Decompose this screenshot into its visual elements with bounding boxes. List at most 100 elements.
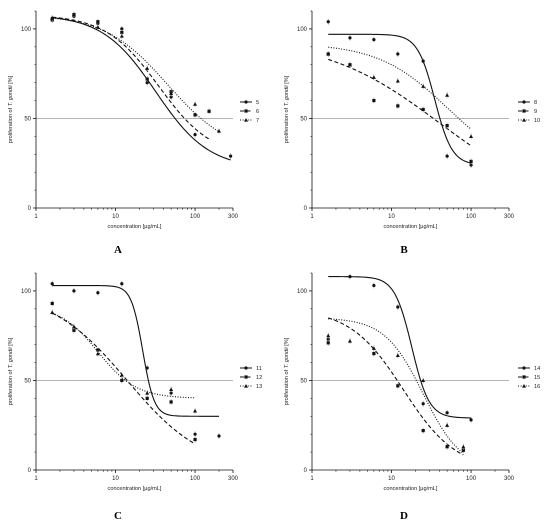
- panel-label-a: A: [114, 244, 122, 256]
- fit-curve-6: [52, 16, 210, 140]
- x-tick-label: 1: [34, 214, 38, 220]
- data-point-8: [348, 36, 352, 40]
- x-tick-label: 300: [228, 476, 239, 482]
- legend-marker-6: [244, 109, 248, 113]
- data-point-11: [72, 289, 76, 293]
- data-point-12: [169, 400, 173, 404]
- x-tick-label: 100: [190, 476, 201, 482]
- data-point-16: [445, 423, 450, 427]
- data-point-7: [50, 16, 55, 20]
- fit-curve-16: [328, 318, 464, 454]
- y-axis-label-part: [%]: [284, 337, 290, 347]
- y-tick-label: 50: [24, 116, 31, 122]
- y-tick-label: 0: [304, 206, 308, 212]
- data-point-16: [371, 346, 376, 350]
- data-point-6: [193, 113, 197, 117]
- x-tick-label: 100: [466, 214, 477, 220]
- y-axis-label-part: [%]: [284, 75, 290, 85]
- data-point-12: [193, 437, 197, 442]
- legend-label-5: 5: [256, 100, 259, 106]
- data-point-10: [469, 134, 474, 138]
- data-point-5: [169, 95, 173, 99]
- legend-label-15: 15: [534, 375, 540, 381]
- data-point-11: [193, 432, 197, 436]
- y-axis-label: proliferation of T. gondii [%]: [284, 75, 290, 143]
- x-tick-label: 10: [112, 214, 119, 220]
- y-tick-label: 100: [21, 289, 32, 295]
- data-point-12: [96, 348, 100, 352]
- data-point-13: [50, 310, 55, 314]
- data-point-7: [95, 25, 100, 29]
- legend-marker-11: [244, 366, 248, 370]
- data-point-7: [145, 66, 150, 70]
- x-tick-label: 10: [112, 476, 119, 482]
- x-axis-label: concentration [µg/mL]: [108, 486, 162, 492]
- legend-marker-7: [244, 118, 248, 122]
- data-point-5: [145, 81, 149, 85]
- data-point-14: [348, 274, 352, 279]
- chart-panel-a: 0 50 100 1 10 100 300 concentration [µg/mL] prol…: [8, 10, 259, 256]
- data-point-15: [326, 341, 330, 345]
- data-point-6: [120, 30, 124, 35]
- legend-label-16: 16: [534, 384, 540, 390]
- data-point-11: [96, 291, 100, 295]
- data-point-15: [421, 429, 425, 433]
- chart-panel-b: 0 50 100 1 10 100 300 concentration [µg/mL] prol…: [284, 10, 540, 256]
- panel-label-c: C: [114, 510, 122, 522]
- y-axis-label-part: T. gondii: [8, 347, 14, 369]
- x-tick-label: 100: [190, 214, 201, 220]
- legend-label-11: 11: [256, 366, 262, 372]
- x-axis-label: concentration [µg/mL]: [384, 224, 438, 230]
- legend-marker-10: [522, 118, 526, 122]
- x-tick-label: 1: [310, 214, 314, 220]
- data-point-13: [193, 408, 198, 413]
- data-point-6: [207, 109, 211, 113]
- data-point-14: [326, 337, 330, 341]
- data-point-12: [120, 378, 124, 383]
- x-tick-label: 10: [388, 214, 395, 220]
- legend-label-7: 7: [256, 118, 259, 124]
- y-tick-label: 100: [21, 27, 32, 33]
- data-point-9: [445, 124, 449, 128]
- data-point-9: [469, 159, 473, 164]
- fit-curve-10: [328, 46, 472, 130]
- data-point-14: [396, 305, 400, 309]
- x-tick-label: 1: [34, 476, 38, 482]
- y-axis-label-part: T. gondii: [8, 85, 14, 107]
- y-axis-label-part: T. gondii: [284, 347, 290, 369]
- data-point-11: [217, 434, 221, 438]
- x-tick-label: 300: [504, 214, 515, 220]
- fit-curve-15: [328, 317, 464, 456]
- fit-curve-14: [328, 276, 472, 419]
- data-point-16: [395, 353, 400, 357]
- data-point-8: [326, 20, 330, 24]
- y-axis-label-part: T. gondii: [284, 85, 290, 107]
- data-point-15: [396, 384, 400, 388]
- data-point-9: [372, 98, 376, 103]
- data-point-9: [396, 104, 400, 108]
- data-point-16: [461, 444, 466, 449]
- data-point-15: [372, 351, 376, 356]
- data-point-10: [421, 84, 426, 88]
- data-point-10: [371, 75, 376, 79]
- panel-label-b: B: [400, 244, 408, 256]
- fit-curve-7: [52, 17, 220, 133]
- legend-marker-15: [522, 375, 526, 379]
- data-point-12: [145, 396, 149, 400]
- data-point-13: [119, 373, 124, 377]
- y-tick-label: 0: [304, 468, 308, 474]
- data-point-13: [71, 324, 76, 329]
- y-tick-label: 50: [300, 116, 307, 122]
- data-point-7: [169, 91, 174, 95]
- y-axis-label: proliferation of T. gondii [%]: [8, 75, 14, 143]
- fit-curve-11: [52, 284, 219, 417]
- data-point-13: [95, 351, 100, 356]
- data-point-13: [169, 387, 174, 392]
- data-point-6: [145, 77, 149, 81]
- data-point-8: [396, 52, 400, 56]
- legend-label-6: 6: [256, 109, 259, 115]
- x-tick-label: 300: [228, 214, 239, 220]
- data-point-10: [347, 62, 352, 67]
- y-tick-label: 100: [297, 289, 308, 295]
- legend-label-10: 10: [534, 118, 540, 124]
